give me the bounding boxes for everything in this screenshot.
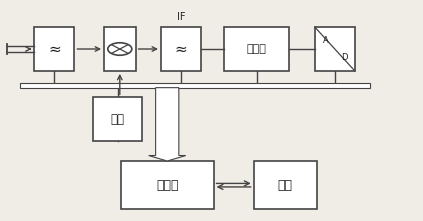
Bar [161,27,201,71]
Bar [121,161,214,209]
Text: D: D [341,53,347,62]
Text: 本振: 本振 [111,113,125,126]
Circle shape [108,43,132,55]
Text: ≈: ≈ [175,42,187,57]
Text: 显示: 显示 [278,179,293,192]
Bar [104,27,136,71]
Text: IF: IF [177,11,185,22]
Bar [315,27,355,71]
Bar [224,27,289,71]
Bar [19,83,370,88]
Text: 处理器: 处理器 [156,179,179,192]
Text: 检波器: 检波器 [247,44,267,54]
Text: A: A [323,36,329,45]
Bar [254,161,317,209]
Text: ≈: ≈ [48,42,61,57]
FancyArrow shape [148,88,186,161]
Bar [34,27,74,71]
Bar [93,97,142,141]
